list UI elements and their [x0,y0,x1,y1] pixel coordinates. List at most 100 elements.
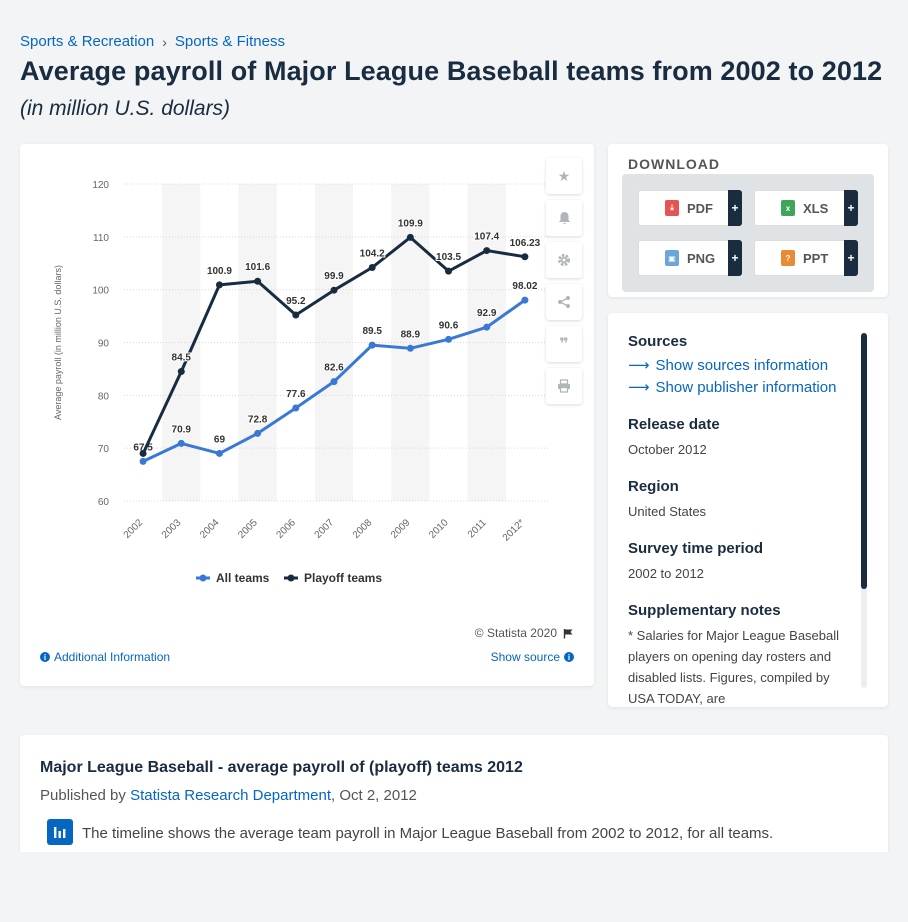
release-date-heading: Release date [628,416,720,433]
legend-label: All teams [216,571,270,585]
y-tick-label: 110 [93,233,109,244]
x-tick-label: 2008 [351,517,375,541]
data-label: 98.02 [512,281,537,292]
x-tick-label: 2007 [313,517,337,541]
info-icon: i [40,652,50,662]
data-point [368,341,376,349]
data-label: 84.5 [172,353,192,364]
x-tick-label: 2006 [274,517,298,541]
breadcrumb-item-sports-fitness[interactable]: Sports & Fitness [174,33,285,50]
data-label: 99.9 [324,271,344,282]
bar-chart-icon [47,819,73,845]
breadcrumb-separator: › [162,33,167,50]
download-title: DOWNLOAD [628,156,720,172]
download-ppt-button[interactable]: ? PPT + [754,240,858,276]
gear-icon[interactable] [546,242,582,278]
page-subtitle: (in million U.S. dollars) [20,97,231,120]
show-sources-link[interactable]: ⟶ Show sources information [628,356,850,375]
download-ppt-label: PPT [803,250,829,266]
show-source-label: Show source [490,650,560,664]
description-title: Major League Baseball - average payroll … [40,759,523,776]
data-label: 95.2 [286,296,306,307]
breadcrumb-item-sports-recreation[interactable]: Sports & Recreation [20,33,155,50]
chart-copyright: © Statista 2020 [475,626,574,640]
data-label: 90.6 [439,320,459,331]
page-background: Sports & Recreation › Sports & Fitness A… [20,33,888,875]
star-icon[interactable]: ★ [546,158,582,194]
download-xls-button[interactable]: x XLS + [754,190,858,226]
additional-info-label: Additional Information [54,650,171,664]
ppt-file-icon: ? [781,250,795,266]
bell-icon[interactable] [546,200,582,236]
x-tick-label: 2004 [198,517,222,541]
print-icon[interactable] [546,368,582,404]
data-label: 70.9 [172,424,192,435]
data-label: 107.4 [474,232,499,243]
y-tick-label: 120 [92,180,109,191]
source-info-content: Sources ⟶ Show sources information ⟶ Sho… [628,333,850,707]
data-label: 77.6 [286,389,306,400]
additional-info-link[interactable]: i Additional Information [40,650,170,664]
pdf-file-icon: ⤓ [665,200,679,216]
data-point [139,457,147,465]
published-date: , Oct 2, 2012 [331,787,417,804]
info-scrollbar[interactable] [861,333,867,688]
data-point [368,263,376,271]
publisher-link[interactable]: Statista Research Department [130,787,331,804]
data-point [254,277,262,285]
data-label: 88.9 [401,329,421,340]
share-icon[interactable] [546,284,582,320]
download-xls-label: XLS [803,200,829,216]
copyright-text: © Statista 2020 [474,626,557,640]
data-point [177,368,185,376]
info-icon: i [564,652,574,662]
x-tick-label: 2003 [160,517,184,541]
x-tick-label: 2011 [466,517,489,540]
y-tick-label: 60 [98,497,110,508]
data-point [445,335,453,343]
download-png-button[interactable]: ▣ PNG + [638,240,742,276]
legend-swatch-dot [199,574,207,582]
data-label: 72.8 [248,414,268,425]
data-point [139,449,147,457]
quote-icon[interactable]: ❞ [546,326,582,362]
data-label: 92.9 [477,308,497,319]
show-source-link[interactable]: Show source i [491,650,574,664]
chart-toolbar: ★ ❞ [546,158,582,404]
x-tick-label: 2012* [501,517,527,543]
flag-icon[interactable] [563,628,574,639]
survey-period-value: 2002 to 2012 [628,566,704,581]
data-label: 100.9 [207,266,232,277]
legend-label: Playoff teams [304,571,382,585]
data-point [330,378,338,386]
data-point [330,286,338,294]
published-prefix: Published by [40,787,131,804]
x-tick-label: 2009 [389,517,413,541]
data-label: 109.9 [398,218,423,229]
page-footer-band [0,852,908,922]
source-info-card: Sources ⟶ Show sources information ⟶ Sho… [608,313,888,707]
show-publisher-label: Show publisher information [655,378,837,396]
download-panel: ⤓ PDF + x XLS + ▣ PNG + ? PPT + [622,174,874,292]
data-point [521,296,529,304]
info-scrollbar-thumb[interactable] [861,333,867,589]
data-point [292,311,300,319]
arrow-right-icon: ⟶ [628,357,650,374]
download-card: DOWNLOAD ⤓ PDF + x XLS + ▣ PNG + ? PPT + [608,144,888,297]
plus-icon: + [728,190,742,226]
description-text: The timeline shows the average team payr… [82,825,774,842]
published-by: Published by Statista Research Departmen… [40,787,417,804]
y-tick-label: 70 [98,444,110,455]
show-publisher-link[interactable]: ⟶ Show publisher information [628,378,850,397]
y-tick-label: 80 [98,391,110,402]
data-label: 103.5 [436,252,461,263]
y-axis-label: Average payroll (in million U.S. dollars… [53,265,63,420]
region-value: United States [628,504,707,519]
release-date-value: October 2012 [628,442,707,457]
data-label: 82.6 [324,363,344,374]
plus-icon: + [844,240,858,276]
data-point [406,233,414,241]
download-pdf-button[interactable]: ⤓ PDF + [638,190,742,226]
region-heading: Region [628,478,679,495]
data-label: 69 [214,434,226,445]
